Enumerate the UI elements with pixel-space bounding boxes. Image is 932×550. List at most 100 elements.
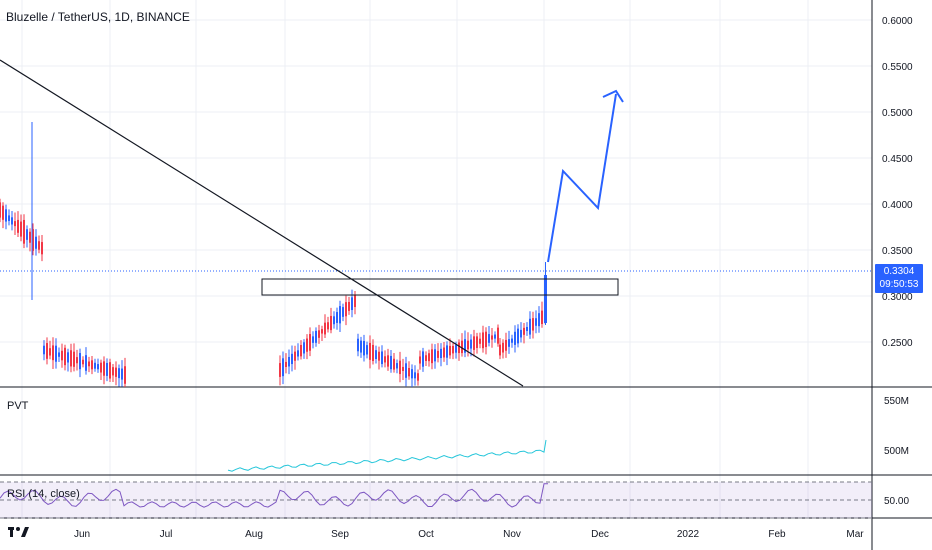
candle-body: [327, 322, 329, 330]
candle-body: [38, 241, 40, 250]
candle-body: [511, 338, 513, 343]
time-tick-label: Jul: [160, 529, 173, 540]
candle-body: [369, 342, 371, 360]
candle-body: [464, 339, 466, 353]
rsi-line: [0, 483, 548, 508]
candle-body: [514, 331, 516, 345]
candle-body: [61, 350, 63, 361]
candle-body: [428, 353, 430, 362]
candle-body: [494, 334, 496, 339]
candle-body: [351, 297, 353, 311]
resistance-box: [261, 278, 619, 296]
candle-body: [303, 342, 305, 354]
candle-body: [8, 215, 10, 221]
candle-body: [502, 342, 504, 353]
candle-body: [479, 338, 481, 344]
candle-body: [437, 350, 439, 358]
candle-body: [396, 363, 398, 369]
candle-body: [425, 355, 427, 361]
candle-body: [408, 367, 410, 377]
rsi-label[interactable]: RSI (14, close): [7, 488, 80, 500]
candle-body: [529, 318, 531, 335]
candle-body: [23, 219, 25, 244]
candle-body: [523, 327, 525, 335]
candle-body: [297, 350, 299, 357]
candle-body: [541, 310, 543, 325]
time-tick-label: Aug: [245, 529, 263, 540]
candle-body: [5, 209, 7, 222]
candle-body: [20, 221, 22, 237]
last-price-badge: 0.3304 09:50:53: [875, 264, 923, 293]
candle-body: [452, 345, 454, 354]
candle-body: [109, 362, 111, 379]
symbol-title[interactable]: Bluzelle / TetherUS, 1D, BINANCE: [6, 10, 190, 24]
price-tick-label: 0.4000: [882, 200, 913, 211]
candle-body: [476, 336, 478, 348]
candle-body: [103, 361, 105, 376]
candle-body: [85, 355, 87, 371]
candle-body: [288, 356, 290, 367]
candle-body: [411, 369, 413, 379]
candle-body: [342, 307, 344, 317]
bar-countdown: 09:50:53: [879, 279, 919, 290]
candle-body: [91, 360, 93, 370]
candle-body: [73, 351, 75, 367]
candle-body: [324, 322, 326, 335]
candle-body: [449, 345, 451, 356]
pvt-tick-label: 500M: [884, 446, 909, 457]
candle-body: [357, 338, 359, 352]
candle-body: [282, 358, 284, 377]
last-price-value: 0.3304: [883, 266, 915, 277]
candle-body: [455, 344, 457, 353]
pvt-line: [227, 439, 547, 472]
time-tick-label: Nov: [503, 529, 521, 540]
candle-body: [384, 356, 386, 363]
candle-body: [318, 330, 320, 338]
price-tick-label: 0.2500: [882, 338, 913, 349]
candle-body: [64, 347, 66, 366]
time-tick-label: 2022: [677, 529, 700, 540]
candle-body: [333, 316, 335, 325]
candle-body: [526, 326, 528, 332]
projection-arrowhead: [602, 89, 624, 103]
candle-body: [312, 336, 314, 343]
candle-body: [378, 351, 380, 361]
candle-body: [488, 334, 490, 343]
candle-body: [339, 306, 341, 324]
candle-body: [306, 338, 308, 352]
candle-body: [381, 351, 383, 365]
rsi-tick-label: 50.00: [884, 496, 909, 507]
candle-body: [402, 366, 404, 371]
candle-body: [348, 301, 350, 311]
candle-body: [387, 355, 389, 367]
price-tick-label: 0.4500: [882, 154, 913, 165]
candle-body: [470, 339, 472, 349]
candle-body: [41, 242, 43, 255]
candle-body: [354, 294, 356, 308]
candle-body: [520, 329, 522, 338]
candle-body: [434, 349, 436, 362]
pvt-tick-label: 550M: [884, 396, 909, 407]
candle-body: [0, 202, 1, 218]
candle-body: [458, 342, 460, 354]
candle-body: [82, 359, 84, 365]
time-tick-label: Jun: [74, 529, 90, 540]
candle-body: [538, 313, 540, 327]
candle-body: [485, 331, 487, 348]
candle-body: [300, 344, 302, 357]
candle-body: [473, 336, 475, 350]
tradingview-logo-icon[interactable]: [8, 525, 30, 539]
candle-body: [443, 347, 445, 358]
candle-body: [49, 348, 51, 356]
candle-body: [321, 329, 323, 334]
candle-body: [88, 361, 90, 367]
candle-body: [532, 318, 534, 331]
candle-body: [330, 315, 332, 331]
candle-body: [505, 339, 507, 351]
candle-body: [29, 231, 31, 243]
time-tick-label: Dec: [591, 529, 609, 540]
candle-body: [35, 236, 37, 249]
pvt-label[interactable]: PVT: [7, 400, 29, 412]
